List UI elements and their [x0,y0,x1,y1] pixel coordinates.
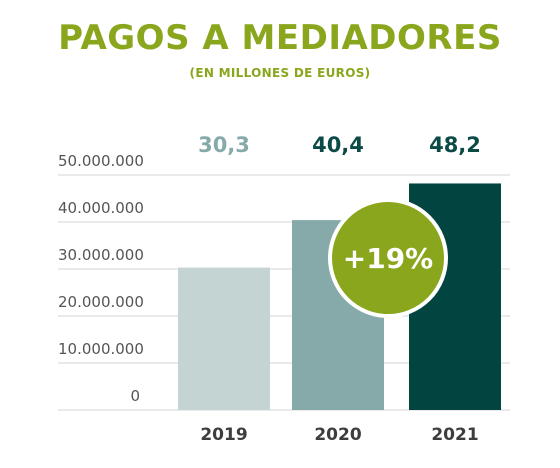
y-tick-label: 30.000.000 [58,246,144,264]
chart-subtitle: (EN MILLONES DE EUROS) [189,66,371,80]
bar-2019 [178,267,270,410]
value-label-2021: 48,2 [429,133,481,157]
x-tick-label-2021: 2021 [431,425,478,445]
x-tick-label-2020: 2020 [314,425,361,445]
value-label-2020: 40,4 [312,133,364,157]
y-tick-label: 0 [130,387,140,405]
y-tick-label: 40.000.000 [58,199,144,217]
y-tick-label: 10.000.000 [58,340,144,358]
growth-badge-label: +19% [343,242,433,275]
value-label-2019: 30,3 [198,133,250,157]
x-tick-label-2019: 2019 [200,425,247,445]
growth-badge [328,198,448,318]
chart-title: PAGOS A MEDIADORES [58,18,502,58]
y-tick-label: 50.000.000 [58,152,144,170]
y-tick-label: 20.000.000 [58,293,144,311]
